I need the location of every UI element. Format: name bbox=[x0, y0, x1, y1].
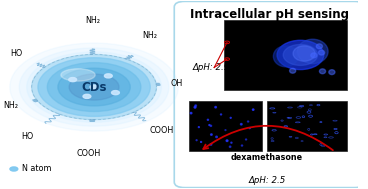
Text: HO: HO bbox=[10, 49, 22, 58]
Ellipse shape bbox=[252, 109, 254, 110]
Circle shape bbox=[47, 63, 141, 112]
Ellipse shape bbox=[297, 39, 328, 64]
Circle shape bbox=[58, 68, 130, 106]
Text: ΔpH: 2.9: ΔpH: 2.9 bbox=[192, 63, 229, 72]
Ellipse shape bbox=[273, 46, 298, 67]
Ellipse shape bbox=[210, 144, 212, 145]
Bar bbox=[224, 20, 347, 90]
Text: Intracellular pH sensing: Intracellular pH sensing bbox=[190, 8, 349, 21]
Ellipse shape bbox=[229, 146, 231, 147]
Ellipse shape bbox=[241, 124, 242, 125]
Circle shape bbox=[10, 43, 178, 131]
Ellipse shape bbox=[220, 114, 222, 115]
Circle shape bbox=[112, 91, 119, 95]
Text: COOH: COOH bbox=[77, 149, 101, 158]
Ellipse shape bbox=[231, 142, 232, 143]
Text: N atom: N atom bbox=[22, 164, 51, 174]
Circle shape bbox=[83, 94, 91, 98]
Circle shape bbox=[32, 54, 156, 120]
Text: HO: HO bbox=[21, 132, 33, 141]
Ellipse shape bbox=[277, 40, 324, 70]
Text: NH₂: NH₂ bbox=[142, 31, 157, 40]
Ellipse shape bbox=[241, 145, 243, 146]
Ellipse shape bbox=[210, 125, 212, 126]
Circle shape bbox=[69, 74, 119, 100]
Text: COOH: COOH bbox=[149, 126, 174, 135]
Ellipse shape bbox=[329, 70, 335, 75]
Circle shape bbox=[27, 52, 162, 122]
Circle shape bbox=[90, 85, 98, 89]
Ellipse shape bbox=[318, 50, 325, 55]
Ellipse shape bbox=[319, 69, 326, 74]
Text: NH₂: NH₂ bbox=[85, 16, 100, 26]
Circle shape bbox=[19, 48, 169, 126]
Ellipse shape bbox=[61, 69, 95, 81]
Ellipse shape bbox=[207, 119, 209, 120]
Ellipse shape bbox=[283, 44, 318, 65]
Ellipse shape bbox=[293, 46, 315, 61]
Circle shape bbox=[38, 58, 150, 116]
Text: dexamethasone: dexamethasone bbox=[231, 153, 303, 163]
Bar bbox=[267, 101, 347, 151]
Ellipse shape bbox=[230, 117, 231, 118]
Text: ΔpH: 2.5: ΔpH: 2.5 bbox=[248, 176, 286, 184]
Ellipse shape bbox=[194, 106, 196, 108]
Text: NH₂: NH₂ bbox=[3, 101, 18, 110]
Ellipse shape bbox=[198, 127, 199, 128]
FancyBboxPatch shape bbox=[174, 1, 365, 188]
Circle shape bbox=[69, 77, 77, 82]
Ellipse shape bbox=[196, 140, 197, 141]
Ellipse shape bbox=[195, 105, 197, 106]
Ellipse shape bbox=[210, 134, 212, 135]
Ellipse shape bbox=[311, 53, 317, 58]
Bar bbox=[188, 101, 262, 151]
Ellipse shape bbox=[226, 140, 228, 142]
Text: OH: OH bbox=[171, 79, 183, 88]
Ellipse shape bbox=[248, 121, 249, 122]
Circle shape bbox=[105, 74, 112, 78]
Ellipse shape bbox=[190, 112, 192, 114]
Text: CDs: CDs bbox=[81, 81, 107, 94]
Circle shape bbox=[10, 167, 18, 171]
Ellipse shape bbox=[216, 136, 217, 138]
Ellipse shape bbox=[290, 68, 296, 73]
Ellipse shape bbox=[245, 139, 247, 140]
Ellipse shape bbox=[316, 44, 322, 49]
Ellipse shape bbox=[215, 106, 216, 108]
Ellipse shape bbox=[249, 128, 250, 129]
